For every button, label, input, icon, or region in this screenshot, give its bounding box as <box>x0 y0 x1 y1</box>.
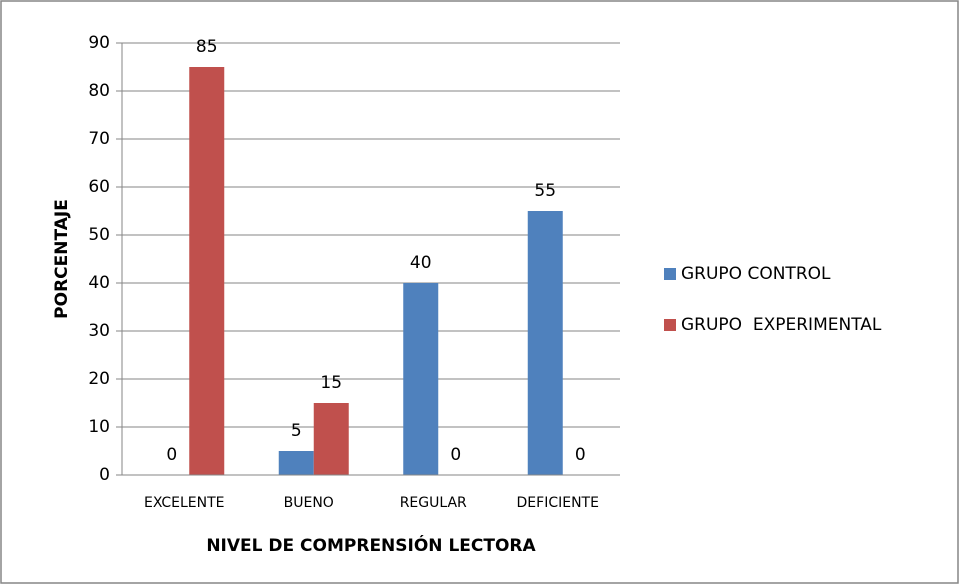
x-tick-label: DEFICIENTE <box>517 495 599 511</box>
y-tick-label: 70 <box>88 129 110 149</box>
y-tick-label: 50 <box>88 225 110 245</box>
data-label: 5 <box>291 421 302 441</box>
y-tick-label: 20 <box>88 369 110 389</box>
data-label: 85 <box>196 37 218 57</box>
y-tick-label: 90 <box>88 33 110 53</box>
data-label: 40 <box>410 253 432 273</box>
legend-swatch <box>664 319 676 331</box>
legend-label: GRUPO EXPERIMENTAL <box>681 315 882 335</box>
bar <box>403 283 439 475</box>
x-tick-label: EXCELENTE <box>144 495 225 511</box>
y-tick-label: 0 <box>99 465 110 485</box>
bar <box>313 403 349 475</box>
x-axis-title: NIVEL DE COMPRENSIÓN LECTORA <box>206 534 536 556</box>
y-axis-title: PORCENTAJE <box>52 199 72 319</box>
data-label: 55 <box>534 181 556 201</box>
y-tick-label: 30 <box>88 321 110 341</box>
data-label: 15 <box>320 373 342 393</box>
y-tick-label: 10 <box>88 417 110 437</box>
y-tick-label: 60 <box>88 177 110 197</box>
y-tick-label: 40 <box>88 273 110 293</box>
x-tick-label: REGULAR <box>400 495 467 511</box>
legend-swatch <box>664 268 676 280</box>
x-tick-label: BUENO <box>284 495 334 511</box>
bar <box>189 67 225 475</box>
data-label: 0 <box>450 445 461 465</box>
data-label: 0 <box>575 445 586 465</box>
data-label: 0 <box>166 445 177 465</box>
bar <box>527 211 563 475</box>
bar <box>278 451 314 475</box>
legend-label: GRUPO CONTROL <box>681 264 831 284</box>
y-tick-label: 80 <box>88 81 110 101</box>
